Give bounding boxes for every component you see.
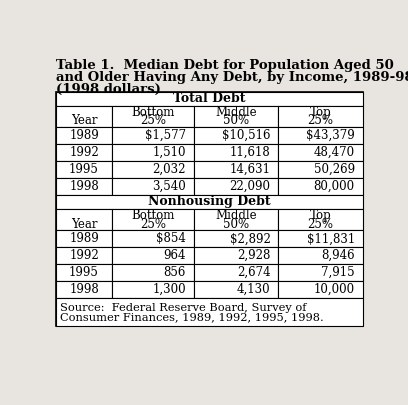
Text: 25%: 25% (307, 217, 333, 231)
Bar (55, 127, 113, 144)
Text: Middle: Middle (215, 209, 257, 222)
Text: Top: Top (310, 106, 331, 119)
Text: Middle: Middle (215, 106, 257, 119)
Bar (278, 144, 363, 161)
Text: 14,631: 14,631 (229, 163, 271, 176)
Text: 25%: 25% (140, 115, 166, 128)
Bar (278, 264, 363, 281)
Bar (113, 281, 194, 298)
Text: Total Debt: Total Debt (173, 92, 245, 105)
Text: 1998: 1998 (69, 180, 99, 193)
Text: 1995: 1995 (69, 266, 99, 279)
Bar (55, 106, 113, 127)
Bar (194, 106, 278, 127)
Bar (278, 161, 363, 178)
Text: 80,000: 80,000 (314, 180, 355, 193)
Text: 1,510: 1,510 (153, 146, 186, 159)
Bar (55, 264, 113, 281)
Bar (55, 195, 363, 209)
Text: Bottom: Bottom (131, 106, 175, 119)
Text: and Older Having Any Debt, by Income, 1989-98: and Older Having Any Debt, by Income, 19… (55, 71, 408, 84)
Bar (113, 247, 194, 264)
Text: 4,130: 4,130 (237, 283, 271, 296)
Text: Nonhousing Debt: Nonhousing Debt (148, 195, 271, 208)
Bar (278, 230, 363, 247)
Text: 25%: 25% (307, 115, 333, 128)
Text: $10,516: $10,516 (222, 129, 271, 142)
Text: 7,915: 7,915 (321, 266, 355, 279)
Text: 1989: 1989 (69, 129, 99, 142)
Text: $43,379: $43,379 (306, 129, 355, 142)
Text: 22,090: 22,090 (229, 180, 271, 193)
Text: 25%: 25% (140, 217, 166, 231)
Bar (55, 144, 113, 161)
Text: 964: 964 (164, 249, 186, 262)
Text: Consumer Finances, 1989, 1992, 1995, 1998.: Consumer Finances, 1989, 1992, 1995, 199… (60, 312, 324, 322)
Text: 1,300: 1,300 (152, 283, 186, 296)
Text: 1998: 1998 (69, 283, 99, 296)
Bar (55, 178, 113, 195)
Text: 1995: 1995 (69, 163, 99, 176)
Bar (55, 298, 363, 326)
Text: 50%: 50% (223, 217, 249, 231)
Text: 11,618: 11,618 (230, 146, 271, 159)
Bar (278, 127, 363, 144)
Bar (55, 281, 113, 298)
Bar (194, 144, 278, 161)
Text: 2,928: 2,928 (237, 249, 271, 262)
Bar (113, 230, 194, 247)
Text: 1992: 1992 (69, 146, 99, 159)
Bar (113, 161, 194, 178)
Text: 50%: 50% (223, 115, 249, 128)
Bar (278, 106, 363, 127)
Text: 1989: 1989 (69, 232, 99, 245)
Bar (194, 209, 278, 230)
Bar (194, 281, 278, 298)
Bar (55, 92, 363, 106)
Text: $2,892: $2,892 (230, 232, 271, 245)
Bar (194, 264, 278, 281)
Text: $854: $854 (156, 232, 186, 245)
Text: 3,540: 3,540 (152, 180, 186, 193)
Bar (278, 209, 363, 230)
Bar (194, 161, 278, 178)
Text: 2,674: 2,674 (237, 266, 271, 279)
Bar (113, 209, 194, 230)
Bar (113, 106, 194, 127)
Bar (55, 161, 113, 178)
Text: 50,269: 50,269 (314, 163, 355, 176)
Bar (55, 92, 363, 326)
Text: 1992: 1992 (69, 249, 99, 262)
Text: Top: Top (310, 209, 331, 222)
Text: Bottom: Bottom (131, 209, 175, 222)
Bar (55, 247, 113, 264)
Text: 2,032: 2,032 (153, 163, 186, 176)
Bar (113, 178, 194, 195)
Text: $11,831: $11,831 (306, 232, 355, 245)
Text: (1998 dollars): (1998 dollars) (55, 83, 160, 96)
Text: 48,470: 48,470 (314, 146, 355, 159)
Bar (278, 178, 363, 195)
Bar (113, 264, 194, 281)
Text: 8,946: 8,946 (321, 249, 355, 262)
Text: Source:  Federal Reserve Board, Survey of: Source: Federal Reserve Board, Survey of (60, 303, 307, 313)
Bar (194, 178, 278, 195)
Bar (194, 247, 278, 264)
Bar (194, 127, 278, 144)
Bar (113, 144, 194, 161)
Bar (278, 281, 363, 298)
Text: 10,000: 10,000 (314, 283, 355, 296)
Text: Year: Year (71, 115, 97, 128)
Bar (55, 230, 113, 247)
Bar (113, 127, 194, 144)
Bar (278, 247, 363, 264)
Bar (194, 230, 278, 247)
Text: Year: Year (71, 217, 97, 231)
Text: Table 1.  Median Debt for Population Aged 50: Table 1. Median Debt for Population Aged… (55, 60, 393, 72)
Text: $1,577: $1,577 (145, 129, 186, 142)
Text: 856: 856 (164, 266, 186, 279)
Bar (55, 209, 113, 230)
